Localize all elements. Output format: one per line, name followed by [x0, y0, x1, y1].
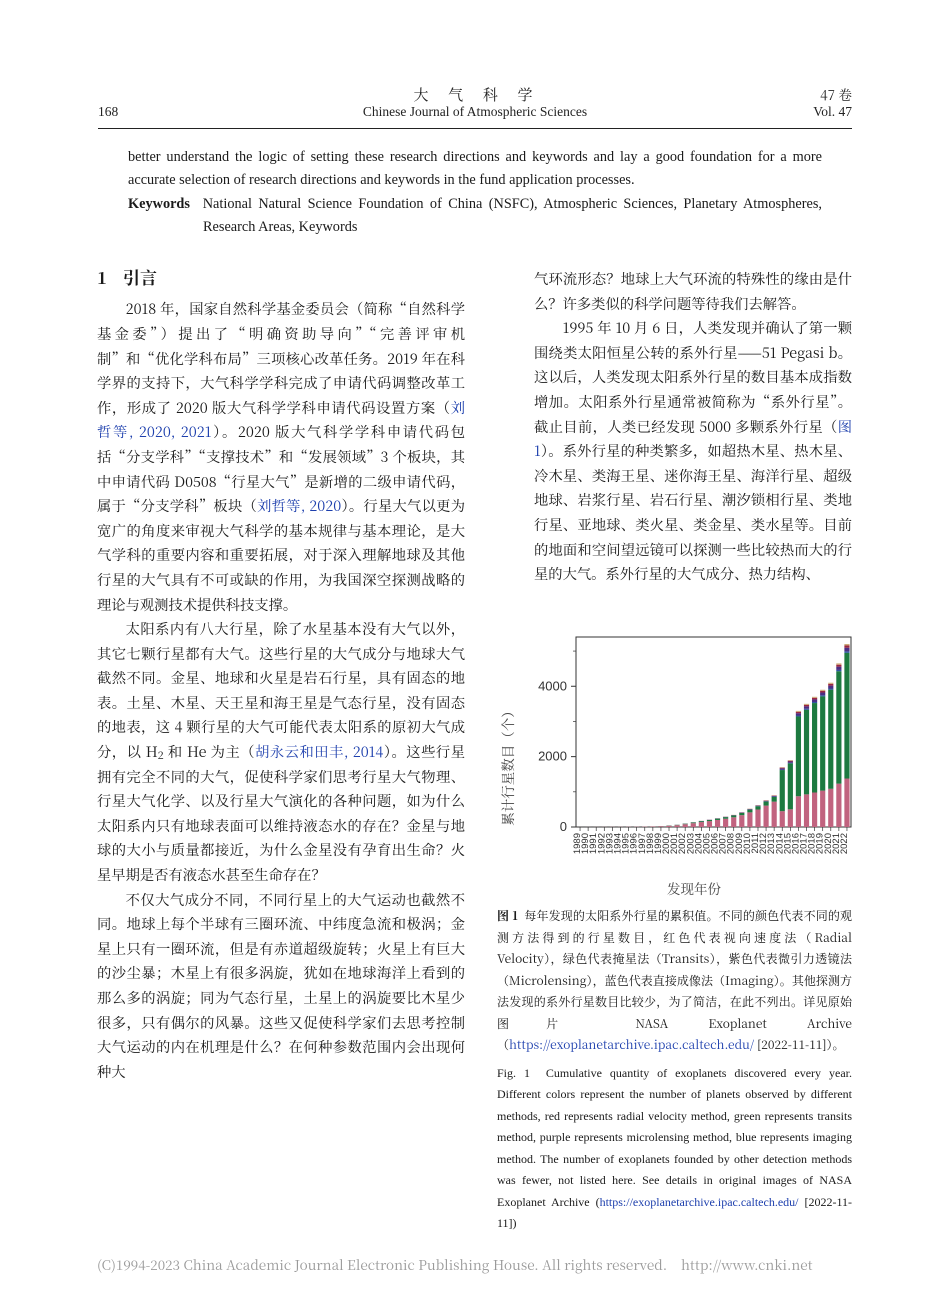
svg-text:4000: 4000 — [538, 678, 567, 693]
svg-text:2022: 2022 — [839, 832, 850, 854]
svg-text:2000: 2000 — [538, 749, 567, 764]
svg-text:0: 0 — [560, 819, 567, 834]
